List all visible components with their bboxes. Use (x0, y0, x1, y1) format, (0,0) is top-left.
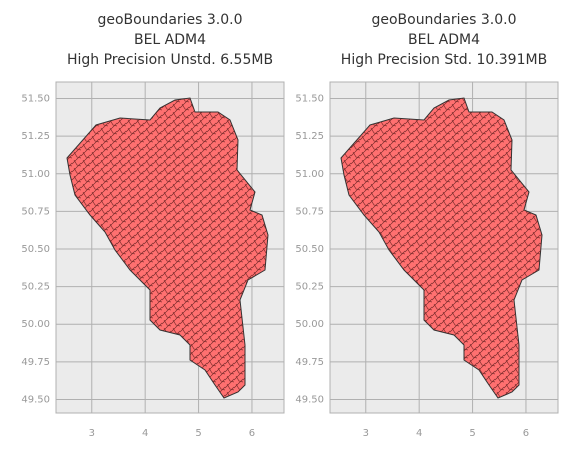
y-tick-label: 49.50 (21, 394, 50, 405)
x-tick-label: 4 (416, 428, 422, 439)
x-tick-label: 5 (195, 428, 201, 439)
y-tick-label: 51.00 (21, 169, 50, 180)
x-tick-label: 5 (469, 428, 475, 439)
y-tick-label: 50.25 (21, 282, 50, 293)
y-tick-label: 50.00 (295, 319, 324, 330)
panel-title: geoBoundaries 3.0.0 (97, 12, 242, 28)
y-tick-label: 50.00 (21, 319, 50, 330)
y-tick-label: 49.75 (295, 357, 324, 368)
y-tick-label: 51.50 (295, 94, 324, 105)
admin-boundaries (341, 98, 542, 398)
y-tick-label: 49.50 (295, 394, 324, 405)
y-tick-label: 50.75 (21, 206, 50, 217)
panel-title: High Precision Std. 10.391MB (341, 52, 547, 68)
panel-title: BEL ADM4 (408, 32, 480, 48)
panel-title: High Precision Unstd. 6.55MB (67, 52, 273, 68)
y-tick-label: 50.25 (295, 282, 324, 293)
y-tick-label: 51.50 (21, 94, 50, 105)
panel-title: BEL ADM4 (134, 32, 206, 48)
y-tick-label: 50.50 (21, 244, 50, 255)
y-tick-label: 51.00 (295, 169, 324, 180)
x-tick-label: 6 (523, 428, 529, 439)
map-panel: geoBoundaries 3.0.0 BEL ADM4 High Precisio… (295, 12, 559, 439)
y-tick-label: 50.50 (295, 244, 324, 255)
y-tick-label: 51.25 (21, 131, 50, 142)
y-tick-label: 51.25 (295, 131, 324, 142)
map-panel: geoBoundaries 3.0.0 BEL ADM4 High Precisio… (21, 12, 285, 439)
x-tick-label: 3 (89, 428, 95, 439)
x-tick-label: 6 (249, 428, 255, 439)
y-tick-label: 50.75 (295, 206, 324, 217)
y-tick-label: 49.75 (21, 357, 50, 368)
admin-boundaries (67, 98, 268, 398)
x-tick-label: 3 (363, 428, 369, 439)
x-tick-label: 4 (142, 428, 148, 439)
panel-title: geoBoundaries 3.0.0 (371, 12, 516, 28)
